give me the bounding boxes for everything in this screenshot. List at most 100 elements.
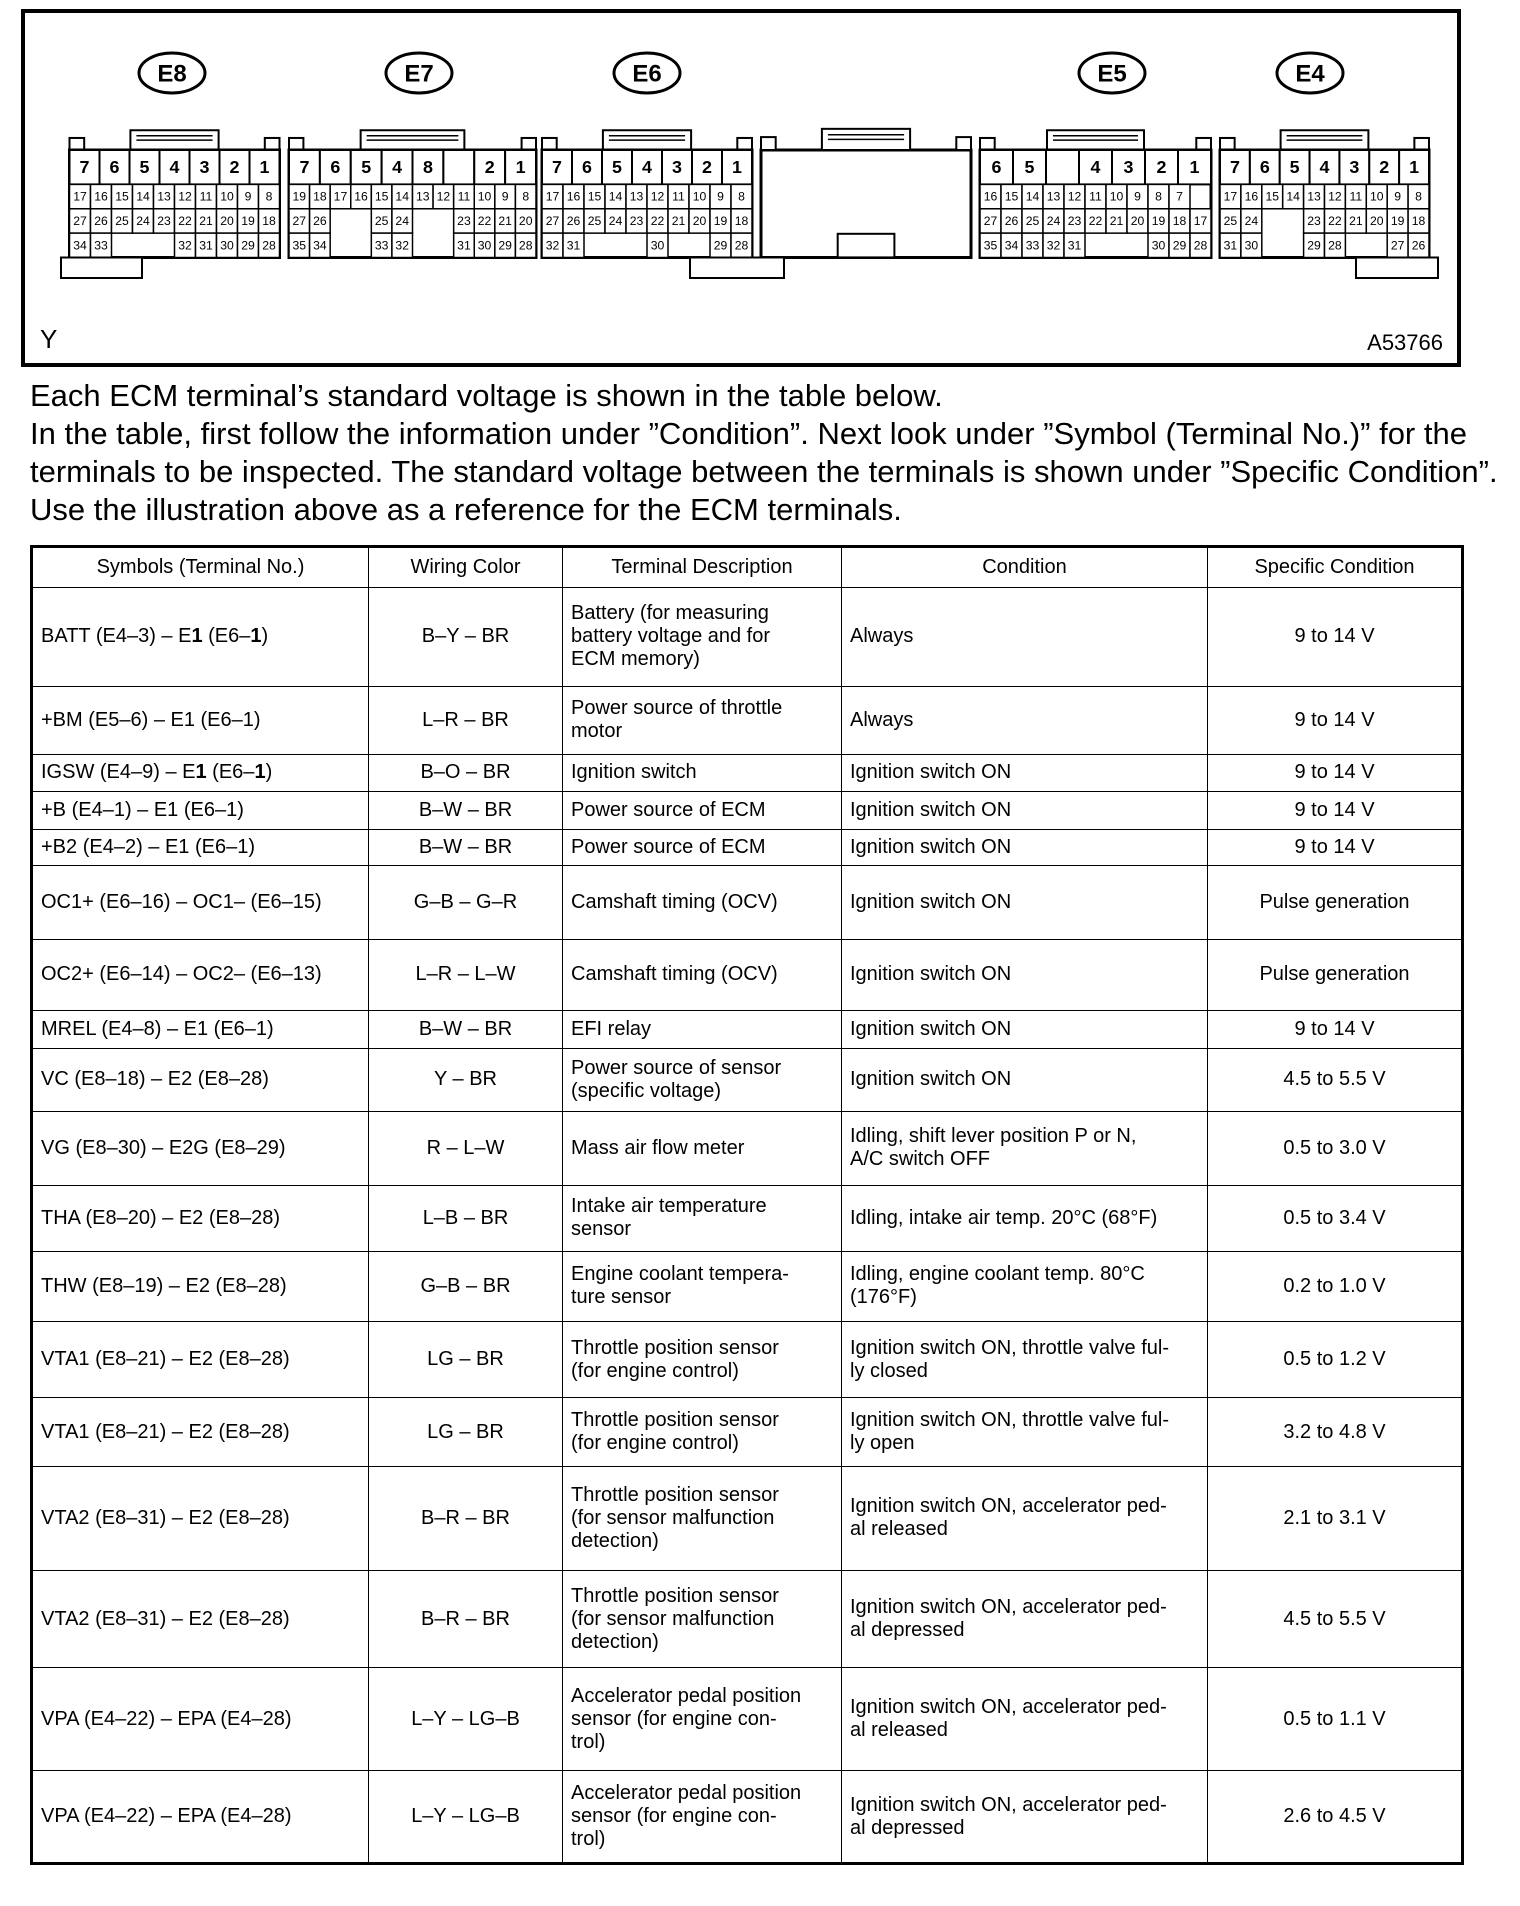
svg-text:9: 9 (1134, 190, 1141, 204)
svg-text:23: 23 (1068, 214, 1082, 228)
svg-text:9: 9 (717, 190, 724, 204)
svg-text:E5: E5 (1097, 61, 1126, 88)
svg-text:20: 20 (693, 214, 707, 228)
svg-text:24: 24 (1047, 214, 1061, 228)
svg-text:27: 27 (1391, 238, 1405, 252)
svg-text:3: 3 (1124, 157, 1134, 177)
svg-text:33: 33 (375, 238, 389, 252)
svg-text:34: 34 (313, 238, 327, 252)
svg-text:5: 5 (361, 157, 371, 177)
svg-text:15: 15 (588, 190, 602, 204)
svg-text:14: 14 (1026, 190, 1040, 204)
svg-text:33: 33 (94, 238, 108, 252)
svg-text:25: 25 (1026, 214, 1040, 228)
svg-text:9: 9 (1394, 190, 1401, 204)
svg-text:12: 12 (1068, 190, 1082, 204)
svg-text:30: 30 (220, 238, 234, 252)
svg-text:32: 32 (395, 238, 409, 252)
svg-text:33: 33 (1026, 238, 1040, 252)
svg-text:26: 26 (1005, 214, 1019, 228)
svg-text:24: 24 (1245, 214, 1259, 228)
svg-text:32: 32 (546, 238, 560, 252)
svg-text:7: 7 (552, 157, 562, 177)
svg-text:22: 22 (651, 214, 665, 228)
svg-text:29: 29 (241, 238, 255, 252)
svg-text:24: 24 (395, 214, 409, 228)
svg-text:32: 32 (1047, 238, 1061, 252)
svg-text:28: 28 (1194, 238, 1208, 252)
svg-text:26: 26 (567, 214, 581, 228)
svg-text:2: 2 (1157, 157, 1167, 177)
svg-text:24: 24 (136, 214, 150, 228)
svg-text:6: 6 (330, 157, 340, 177)
svg-text:22: 22 (1328, 214, 1342, 228)
svg-text:E6: E6 (632, 61, 661, 88)
svg-text:25: 25 (115, 214, 129, 228)
svg-text:8: 8 (522, 190, 529, 204)
svg-text:25: 25 (375, 214, 389, 228)
svg-text:1: 1 (732, 157, 742, 177)
svg-text:5: 5 (1290, 157, 1300, 177)
svg-text:31: 31 (199, 238, 213, 252)
svg-text:31: 31 (567, 238, 581, 252)
svg-text:29: 29 (714, 238, 728, 252)
svg-text:13: 13 (416, 190, 430, 204)
svg-text:5: 5 (612, 157, 622, 177)
svg-text:29: 29 (498, 238, 512, 252)
svg-text:8: 8 (1415, 190, 1422, 204)
svg-text:7: 7 (1230, 157, 1240, 177)
svg-text:21: 21 (199, 214, 213, 228)
svg-text:10: 10 (220, 190, 234, 204)
svg-text:34: 34 (73, 238, 87, 252)
svg-text:21: 21 (498, 214, 512, 228)
svg-text:1: 1 (260, 157, 270, 177)
svg-text:20: 20 (220, 214, 234, 228)
svg-text:4: 4 (392, 157, 402, 177)
svg-text:13: 13 (157, 190, 171, 204)
svg-text:11: 11 (200, 190, 213, 204)
svg-text:12: 12 (178, 190, 192, 204)
svg-text:16: 16 (1245, 190, 1259, 204)
svg-text:28: 28 (1328, 238, 1342, 252)
svg-text:20: 20 (519, 214, 533, 228)
svg-text:1: 1 (1190, 157, 1200, 177)
svg-text:16: 16 (354, 190, 368, 204)
svg-text:9: 9 (245, 190, 252, 204)
svg-text:4: 4 (170, 157, 180, 177)
svg-text:7: 7 (80, 157, 90, 177)
svg-text:27: 27 (984, 214, 998, 228)
svg-text:E7: E7 (404, 61, 433, 88)
svg-text:23: 23 (1307, 214, 1321, 228)
svg-text:4: 4 (642, 157, 652, 177)
svg-text:31: 31 (1224, 238, 1238, 252)
svg-text:13: 13 (1307, 190, 1321, 204)
svg-text:19: 19 (714, 214, 728, 228)
svg-text:11: 11 (458, 190, 471, 204)
svg-text:30: 30 (478, 238, 492, 252)
svg-text:13: 13 (630, 190, 644, 204)
svg-text:18: 18 (313, 190, 327, 204)
svg-text:35: 35 (293, 238, 307, 252)
svg-text:17: 17 (546, 190, 560, 204)
svg-text:24: 24 (609, 214, 623, 228)
svg-text:12: 12 (437, 190, 451, 204)
svg-text:6: 6 (582, 157, 592, 177)
svg-text:26: 26 (1412, 238, 1426, 252)
svg-text:29: 29 (1173, 238, 1187, 252)
svg-text:35: 35 (984, 238, 998, 252)
svg-text:17: 17 (1224, 190, 1238, 204)
svg-text:17: 17 (1194, 214, 1208, 228)
svg-text:25: 25 (1224, 214, 1238, 228)
svg-text:19: 19 (1391, 214, 1405, 228)
svg-text:11: 11 (1350, 190, 1363, 204)
svg-text:28: 28 (519, 238, 533, 252)
svg-text:1: 1 (516, 157, 526, 177)
svg-text:14: 14 (1286, 190, 1300, 204)
svg-text:27: 27 (73, 214, 87, 228)
svg-text:16: 16 (984, 190, 998, 204)
svg-text:3: 3 (1349, 157, 1359, 177)
svg-text:4: 4 (1091, 157, 1101, 177)
svg-text:18: 18 (1173, 214, 1187, 228)
svg-text:22: 22 (1089, 214, 1103, 228)
svg-text:34: 34 (1005, 238, 1019, 252)
